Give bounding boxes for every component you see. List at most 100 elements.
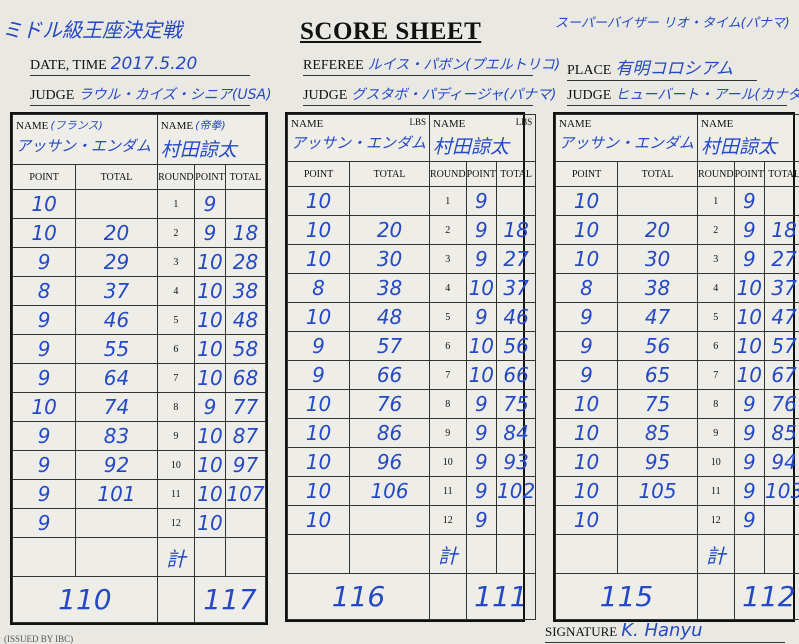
blue-point: 9	[733, 186, 766, 216]
blue-total	[225, 508, 266, 538]
red-point: 10	[554, 505, 619, 535]
round-row: 10 105 11 9 103	[554, 476, 799, 506]
blue-point: 10	[193, 479, 227, 509]
blue-point: 10	[193, 276, 227, 306]
round-row: 9 46 5 10 48	[11, 305, 266, 335]
blue-point: 10	[465, 273, 498, 303]
blue-total: 47	[764, 302, 799, 332]
red-corner-name: NAME LBS アッサン・エンダム	[286, 114, 431, 162]
blue-total: 27	[496, 244, 537, 274]
blue-total: 75	[496, 389, 537, 419]
date-field: DATE, TIME 2017.5.20	[30, 54, 250, 76]
round-row: 8 37 4 10 38	[11, 276, 266, 306]
round-row: 9 56 6 10 57	[554, 331, 799, 361]
blue-total: 68	[225, 363, 266, 393]
round-number: 6	[429, 331, 467, 361]
round-number: 1	[697, 186, 735, 216]
red-total: 64	[75, 363, 158, 393]
red-point: 9	[554, 331, 619, 361]
red-point: 10	[11, 218, 77, 248]
round-number: 3	[156, 247, 196, 277]
red-point: 10	[286, 389, 351, 419]
red-point: 10	[11, 189, 77, 219]
blue-total: 102	[496, 476, 537, 506]
header-point: POINT	[733, 161, 766, 187]
blue-total	[764, 505, 799, 535]
blue-point: 10	[193, 247, 227, 277]
round-row: 9 55 6 10 58	[11, 334, 266, 364]
judge-field-3: JUDGE ヒューバート・アール(カナダ)	[567, 84, 799, 106]
blue-total: 93	[496, 447, 537, 477]
red-point: 9	[11, 363, 77, 393]
round-number: 12	[429, 505, 467, 535]
red-point: 10	[286, 476, 351, 506]
round-number: 5	[697, 302, 735, 332]
red-total	[349, 186, 431, 216]
round-row: 10 20 2 9 18	[11, 218, 266, 248]
round-row: 9 29 3 10 28	[11, 247, 266, 277]
column-headers: POINT TOTAL ROUND POINT TOTAL	[11, 164, 266, 190]
blue-point: 9	[733, 418, 766, 448]
red-point: 9	[11, 305, 77, 335]
referee-field: REFEREE ルイス・パボン(プエルトリコ)	[303, 54, 560, 76]
column-headers: POINT TOTAL ROUND POINT TOTAL	[286, 161, 537, 187]
blue-total: 37	[496, 273, 537, 303]
bout-title: ミドル級王座決定戦	[2, 18, 182, 42]
round-row: 10 96 10 9 93	[286, 447, 537, 477]
blue-point: 9	[733, 215, 766, 245]
red-point: 9	[286, 360, 351, 390]
red-total: 38	[349, 273, 431, 303]
red-point: 10	[286, 505, 351, 535]
blue-total: 18	[764, 215, 799, 245]
round-number: 11	[156, 479, 196, 509]
round-row: 10 86 9 9 84	[286, 418, 537, 448]
blue-total: 18	[225, 218, 266, 248]
round-number: 5	[429, 302, 467, 332]
blue-total: 28	[225, 247, 266, 277]
blue-point: 10	[733, 302, 766, 332]
round-number: 1	[429, 186, 467, 216]
round-row: 10 48 5 9 46	[286, 302, 537, 332]
round-number: 8	[697, 389, 735, 419]
red-point: 10	[11, 392, 77, 422]
round-number: 11	[697, 476, 735, 506]
red-point: 10	[554, 244, 619, 274]
round-number: 10	[156, 450, 196, 480]
header-total: TOTAL	[617, 161, 699, 187]
red-total: 75	[617, 389, 699, 419]
red-total: 86	[349, 418, 431, 448]
red-total: 106	[349, 476, 431, 506]
red-point: 10	[554, 447, 619, 477]
red-point: 8	[11, 276, 77, 306]
blue-point: 10	[193, 450, 227, 480]
round-number: 8	[429, 389, 467, 419]
red-point: 10	[554, 215, 619, 245]
blue-final-score: 112	[733, 573, 799, 620]
header-total: TOTAL	[75, 164, 158, 190]
blue-total: 97	[225, 450, 266, 480]
red-point: 10	[554, 389, 619, 419]
red-point: 10	[286, 215, 351, 245]
red-total: 95	[617, 447, 699, 477]
round-number: 9	[429, 418, 467, 448]
red-point: 9	[11, 508, 77, 538]
blue-corner-name: NAME (帝拳) 村田諒太	[156, 114, 267, 165]
blue-point: 9	[465, 389, 498, 419]
score-card-2: NAME LBS アッサン・エンダム NAME LBS 村田諒太 POINT TOTAL ROU…	[285, 112, 537, 622]
blue-point: 10	[733, 273, 766, 303]
blue-total: 58	[225, 334, 266, 364]
blue-final-score: 117	[194, 576, 266, 623]
blue-total: 48	[225, 305, 266, 335]
red-total: 66	[349, 360, 431, 390]
round-number: 9	[697, 418, 735, 448]
blue-point: 10	[193, 421, 227, 451]
red-corner-name: NAME (フランス) アッサン・エンダム	[12, 114, 158, 165]
red-total: 55	[75, 334, 158, 364]
blue-total: 66	[496, 360, 537, 390]
round-row: 10 75 8 9 76	[554, 389, 799, 419]
header-round: ROUND	[697, 161, 735, 187]
blue-total	[225, 189, 266, 219]
round-row: 10 1 9	[286, 186, 537, 216]
red-point: 10	[286, 302, 351, 332]
header-total: TOTAL	[349, 161, 431, 187]
